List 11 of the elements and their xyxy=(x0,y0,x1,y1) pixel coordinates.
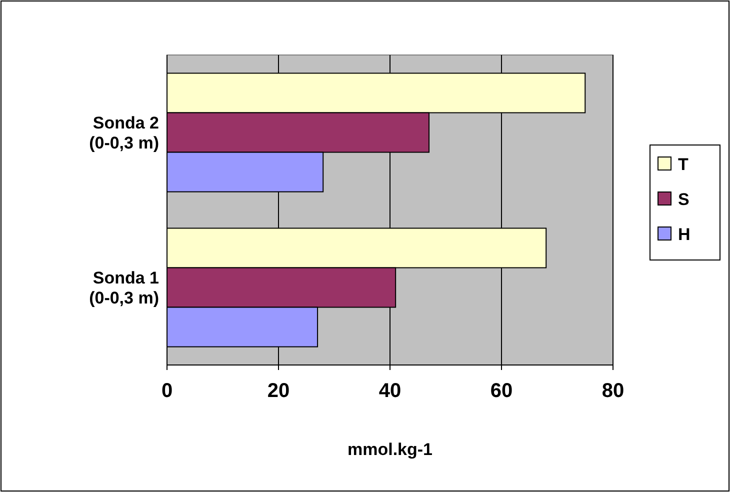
x-tick-label: 20 xyxy=(267,380,290,402)
legend-label: H xyxy=(678,225,690,244)
x-tick-label: 80 xyxy=(602,380,624,402)
y-tick-label: Sonda 2 (0-0,3 m) xyxy=(89,113,159,153)
x-axis-title: mmol.kg-1 xyxy=(347,440,433,459)
legend-label: T xyxy=(678,155,689,174)
x-tick-label: 0 xyxy=(161,380,173,402)
x-tick-label: 40 xyxy=(378,380,402,402)
legend-label: S xyxy=(678,190,690,209)
y-tick-label: Sonda 1 (0-0,3 m) xyxy=(89,268,159,308)
x-tick-label: 60 xyxy=(490,380,513,402)
